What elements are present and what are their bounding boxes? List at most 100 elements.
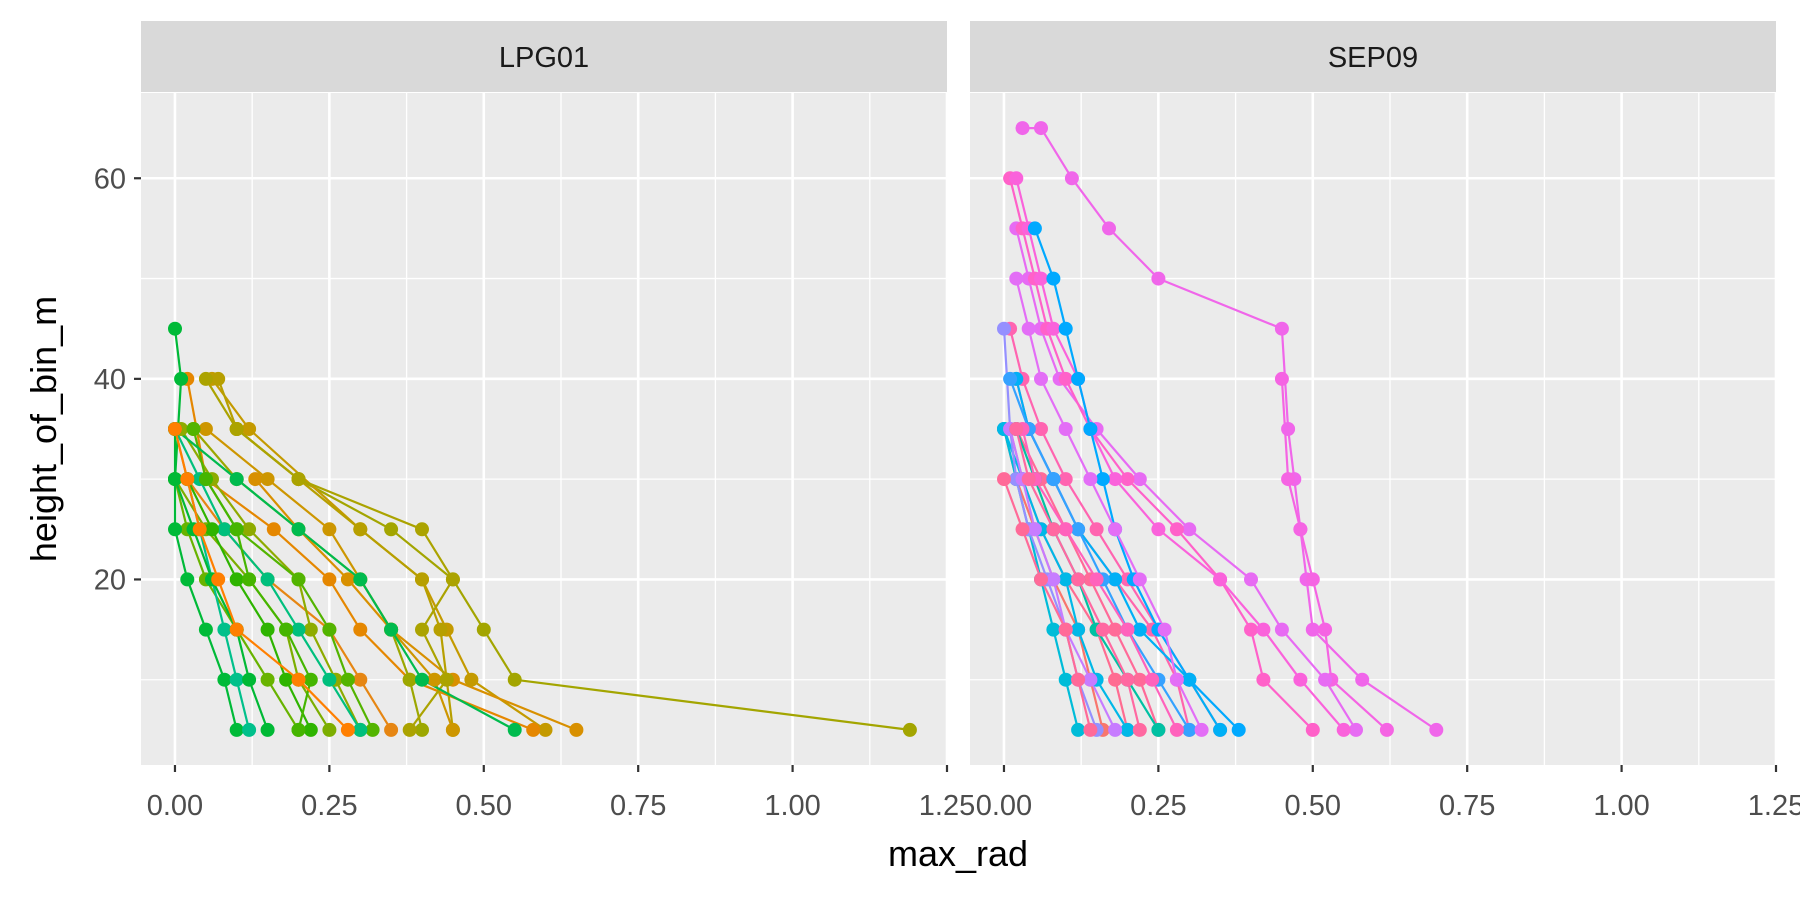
data-point [229, 522, 244, 537]
data-point [198, 622, 213, 637]
data-point [1281, 422, 1296, 436]
data-point [1305, 622, 1320, 637]
data-point [229, 622, 244, 637]
data-point [266, 522, 281, 537]
data-point [1027, 221, 1042, 236]
x-tick-label: 1.25 [1748, 790, 1800, 822]
data-point [1169, 672, 1184, 687]
data-point [1293, 672, 1308, 687]
x-tick-label: 0.50 [1285, 790, 1341, 822]
data-point [242, 522, 257, 537]
data-point [1058, 472, 1073, 487]
x-tick-label: 1.25 [919, 790, 975, 822]
data-point [1151, 271, 1166, 286]
data-point [1095, 472, 1110, 487]
data-point [507, 722, 522, 737]
data-point [174, 371, 189, 386]
data-point [1071, 722, 1086, 737]
data-point [433, 622, 448, 637]
data-point [168, 321, 182, 336]
data-point [1120, 672, 1135, 687]
data-point [538, 722, 553, 737]
data-point [291, 672, 306, 687]
data-point [1120, 722, 1135, 737]
x-tick-label: 1.00 [1593, 790, 1649, 822]
data-point [1169, 522, 1184, 537]
series-line [173, 328, 238, 731]
data-point [1046, 622, 1061, 637]
data-point [415, 622, 429, 637]
data-point [1256, 622, 1271, 637]
data-point [260, 722, 275, 737]
data-point [260, 622, 275, 637]
data-point [186, 422, 201, 436]
data-point [291, 722, 306, 737]
data-point [997, 321, 1011, 336]
data-point [291, 472, 306, 487]
data-point [279, 622, 294, 637]
data-point [1231, 722, 1246, 737]
data-point [1015, 522, 1030, 537]
data-point [168, 522, 182, 537]
facet-strip-label: SEP09 [1328, 42, 1418, 74]
series-line [186, 478, 312, 731]
data-point [1157, 622, 1172, 637]
x-tick-label: 0.75 [1439, 790, 1495, 822]
data-point [1108, 472, 1123, 487]
data-point [1108, 572, 1123, 587]
data-point [1274, 321, 1289, 336]
data-point [229, 572, 244, 587]
data-point [242, 422, 257, 436]
data-point [1083, 472, 1098, 487]
data-point [340, 672, 355, 687]
data-point [1293, 522, 1308, 537]
series-line [204, 478, 312, 731]
data-point [384, 622, 399, 637]
data-point [402, 672, 417, 687]
data-point [291, 622, 306, 637]
series-line [173, 478, 300, 731]
data-point [464, 672, 479, 687]
data-point [1034, 572, 1048, 587]
data-point [322, 572, 337, 587]
y-tick-label: 20 [94, 564, 126, 596]
data-point [322, 672, 337, 687]
data-point [340, 722, 355, 737]
data-point [1274, 622, 1289, 637]
x-tick-label: 0.25 [1130, 790, 1186, 822]
data-point [168, 422, 182, 436]
data-point [1058, 572, 1073, 587]
data-point [1083, 672, 1098, 687]
data-point [303, 722, 318, 737]
x-tick-label: 0.50 [456, 790, 512, 822]
data-point [1046, 321, 1061, 336]
data-point [384, 522, 399, 537]
x-tick-label: 0.00 [147, 790, 203, 822]
data-point [353, 522, 368, 537]
data-point [353, 722, 368, 737]
panel-background [141, 93, 947, 765]
data-point [1318, 672, 1333, 687]
data-point [205, 522, 219, 537]
data-point [1256, 672, 1271, 687]
data-point [1274, 371, 1289, 386]
data-point [1083, 422, 1098, 436]
data-point [1151, 522, 1166, 537]
data-point [1132, 572, 1147, 587]
data-point [1034, 121, 1048, 136]
data-point [526, 722, 541, 737]
data-point [1132, 472, 1147, 487]
data-point [1108, 722, 1123, 737]
data-point [229, 472, 244, 487]
series-line [1015, 278, 1203, 731]
series-line [1009, 378, 1191, 731]
data-point [1021, 472, 1036, 487]
data-point [1089, 572, 1104, 587]
x-tick-label: 0.75 [610, 790, 666, 822]
data-point [1132, 622, 1147, 637]
data-point [242, 672, 257, 687]
data-point [997, 472, 1011, 487]
data-point [1083, 722, 1098, 737]
data-point [1058, 522, 1073, 537]
